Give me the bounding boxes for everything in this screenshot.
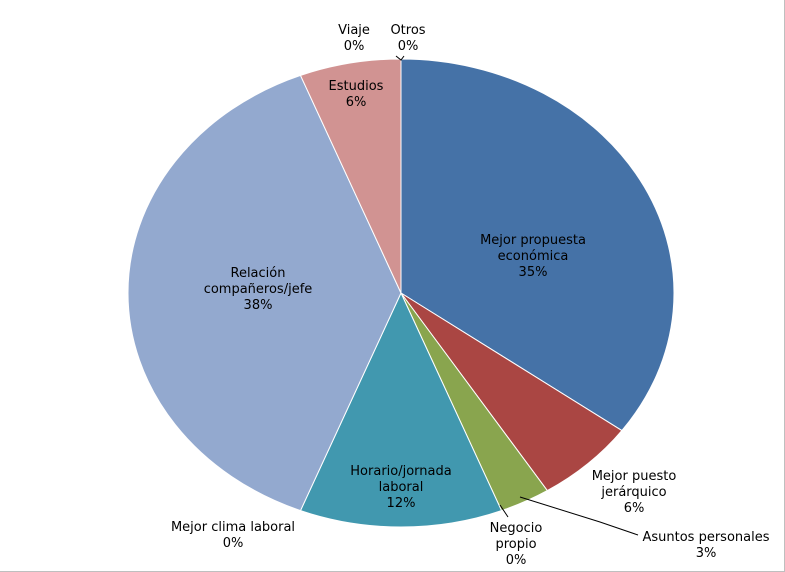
data-label-mejor-propuesta-econ-mica: Mejor propuesta económica 35%: [480, 233, 586, 280]
data-label-negocio-propio: Negocio propio 0%: [490, 521, 543, 568]
data-label-mejor-puesto-jer-rquico: Mejor puesto jerárquico 6%: [592, 469, 677, 516]
pie-slice-estudios: [299, 58, 402, 294]
pie-slice-horario-jornada-laboral: [299, 291, 503, 528]
data-label-relaci-n-compa-eros-jefe: Relación compañeros/jefe 38%: [204, 266, 313, 313]
data-label-estudios: Estudios 6%: [329, 79, 384, 110]
leader-line-top: [395, 55, 405, 61]
pie-slice-relaci-n-compa-eros-jefe: [127, 74, 402, 512]
leader-line-2: [519, 496, 639, 536]
data-label-otros: Otros 0%: [390, 23, 425, 54]
leader-line-3: [499, 504, 509, 518]
data-label-mejor-clima-laboral: Mejor clima laboral 0%: [171, 520, 295, 551]
data-label-viaje: Viaje 0%: [338, 23, 370, 54]
data-label-horario-jornada-laboral: Horario/jornada laboral 12%: [350, 464, 451, 511]
pie-slice-mejor-propuesta-econ-mica: [400, 58, 675, 432]
data-label-asuntos-personales: Asuntos personales 3%: [642, 530, 769, 561]
